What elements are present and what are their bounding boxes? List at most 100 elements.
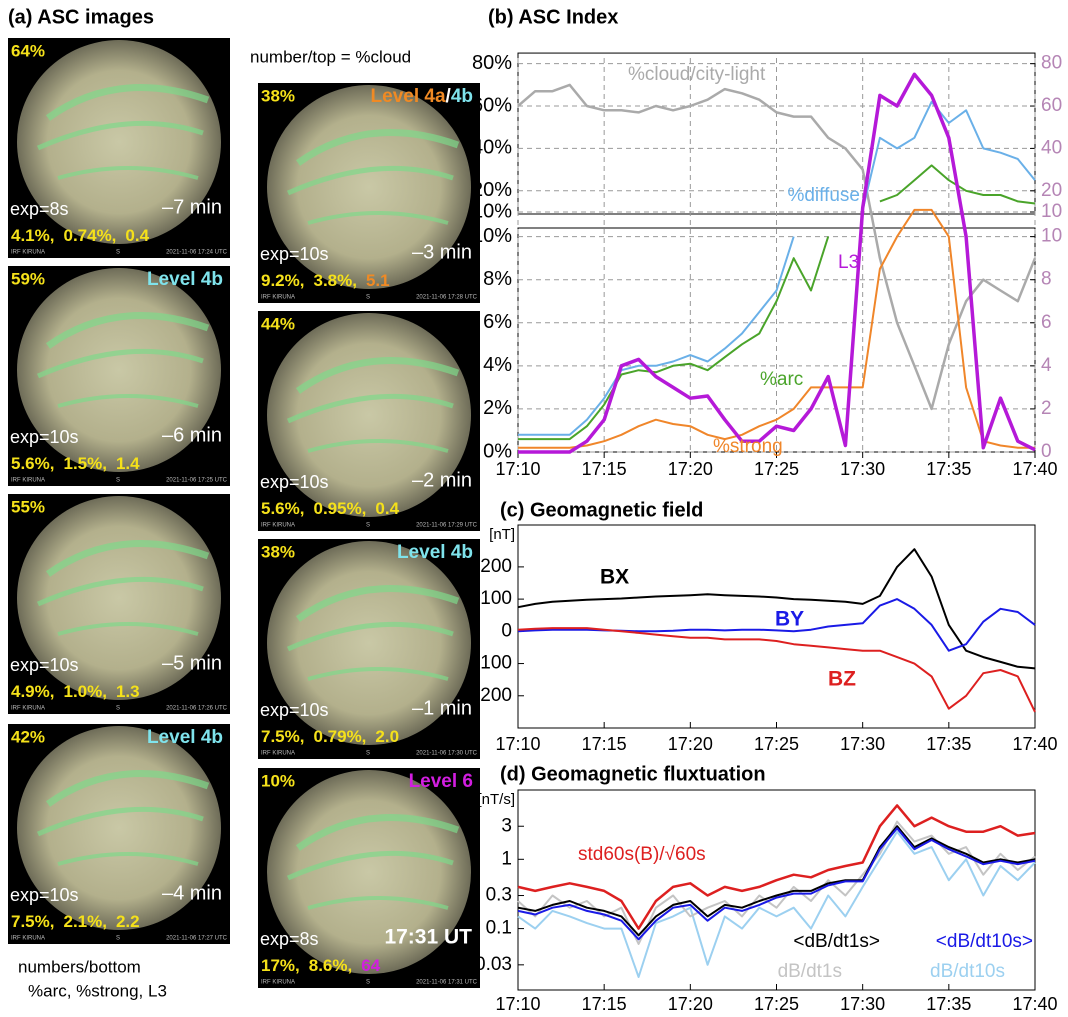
image-footer: 2021-11-06 17:24 UTC <box>166 250 228 256</box>
series-label: <dB/dt1s> <box>793 931 880 952</box>
image-footer: S <box>116 478 120 484</box>
cloud-percent: 55% <box>11 497 45 516</box>
aurora-arc <box>307 211 449 225</box>
y-tick-label: 20% <box>472 179 512 201</box>
cloud-percent: 59% <box>11 269 45 288</box>
image-footer: S <box>366 523 370 529</box>
exposure: exp=8s <box>10 199 69 219</box>
y-tick-label: 0 <box>501 620 512 641</box>
image-footer: IRF KIRUNA <box>11 936 45 942</box>
series-line <box>518 100 1036 436</box>
series-line <box>517 83 1037 411</box>
x-tick-label: 17:25 <box>754 734 799 754</box>
series-label: dB/dt1s <box>778 961 842 982</box>
y-tick-label: 0% <box>483 440 512 462</box>
aurora-arc <box>36 576 204 607</box>
y-tick-label: 60% <box>472 94 512 116</box>
aurora-arc <box>295 357 460 394</box>
exposure: exp=10s <box>260 472 329 492</box>
series-line <box>517 804 1036 930</box>
x-tick-label: 17:40 <box>1012 734 1057 754</box>
x-tick-label: 17:10 <box>495 994 540 1014</box>
x-tick-label: 17:40 <box>1012 994 1057 1014</box>
exposure: exp=10s <box>10 885 79 905</box>
bottom-numbers: 9.2%, 3.8%, 5.1 <box>261 271 390 290</box>
y-tick-label: 0.03 <box>475 954 512 975</box>
time-offset: –3 min <box>412 241 472 263</box>
bottom-number: 0.74%, <box>63 226 116 245</box>
bottom-number: 5.1 <box>366 271 390 290</box>
image-footer: S <box>116 250 120 256</box>
series-line <box>517 820 1036 945</box>
note: numbers/bottom <box>18 957 141 976</box>
exposure: exp=8s <box>260 929 319 949</box>
note: %arc, %strong, L3 <box>28 981 167 1000</box>
series-label: %cloud/city-light <box>628 64 766 85</box>
level-part: Level 4a <box>371 86 446 107</box>
cloud-percent: 38% <box>261 86 295 105</box>
bottom-number: 9.2%, <box>261 271 304 290</box>
bottom-numbers: 17%, 8.6%, 64 <box>261 956 381 975</box>
series-label: %arc <box>760 369 803 390</box>
image-footer: 2021-11-06 17:30 UTC <box>416 751 478 757</box>
bottom-number: 2.0 <box>375 727 399 746</box>
level-part: / <box>446 86 452 107</box>
image-footer: IRF KIRUNA <box>11 706 45 712</box>
aurora-arc <box>36 806 204 837</box>
y-tick-label: 4% <box>483 354 512 376</box>
bottom-number: 2.1%, <box>63 912 106 931</box>
bottom-number: 0.4 <box>125 226 149 245</box>
level-label: Level 4a/4b <box>371 86 473 107</box>
y2-tick-label: 2 <box>1041 398 1052 419</box>
series-label: dB/dt10s <box>930 961 1005 982</box>
y-tick-label: 10% <box>472 225 512 247</box>
series-label: %diffuse <box>787 185 860 206</box>
y2-tick-label: 60 <box>1041 95 1062 116</box>
series-label: BX <box>600 566 629 589</box>
time-offset: 17:31 UT <box>384 926 472 949</box>
bottom-number: 8.6%, <box>309 956 352 975</box>
y2-tick-label: 4 <box>1041 355 1052 376</box>
x-tick-label: 17:15 <box>582 459 627 479</box>
y-tick-label: -200 <box>474 685 512 706</box>
chart-title: (c) Geomagnetic field <box>500 499 703 521</box>
image-footer: S <box>366 980 370 986</box>
bottom-numbers: 4.9%, 1.0%, 1.3 <box>11 682 140 701</box>
aurora-arc <box>36 348 204 379</box>
asc-tile: 42% Level 4b exp=10s –4 min 7.5%, 2.1%, 2.2 IRF… <box>8 724 230 944</box>
bottom-number: 2.2 <box>116 912 140 931</box>
aurora-arc <box>57 852 199 866</box>
asc-tile: 64% exp=8s –7 min 4.1%, 0.74%, 0.4 IRF KIRUNA S… <box>8 38 230 258</box>
series-line <box>517 827 1036 941</box>
y-tick-label: 8% <box>483 268 512 290</box>
series-line <box>517 548 1036 670</box>
bottom-numbers: 7.5%, 0.79%, 2.0 <box>261 727 399 746</box>
series-line <box>518 72 1036 454</box>
level-part: Level 4b <box>397 542 473 563</box>
level-part: Level 4b <box>147 269 223 290</box>
image-footer: 2021-11-06 17:29 UTC <box>416 523 478 529</box>
time-offset: –2 min <box>412 469 472 491</box>
y-tick-label: -100 <box>474 653 512 674</box>
bottom-number: 1.0%, <box>63 682 106 701</box>
aurora-arc <box>307 667 449 681</box>
y2-tick-label: 20 <box>1041 180 1062 201</box>
x-tick-label: 17:15 <box>582 734 627 754</box>
image-footer: S <box>366 295 370 301</box>
x-tick-label: 17:35 <box>926 459 971 479</box>
image-footer: IRF KIRUNA <box>261 751 295 757</box>
aurora-arc <box>57 166 199 180</box>
image-footer: 2021-11-06 17:31 UTC <box>416 980 478 986</box>
image-footer: IRF KIRUNA <box>261 295 295 301</box>
x-tick-label: 17:10 <box>495 734 540 754</box>
x-tick-label: 17:25 <box>754 459 799 479</box>
series-label: BZ <box>828 668 856 691</box>
bottom-numbers: 7.5%, 2.1%, 2.2 <box>11 912 140 931</box>
x-tick-label: 17:35 <box>926 734 971 754</box>
time-offset: –4 min <box>162 882 222 904</box>
aurora-arc <box>295 585 460 622</box>
cloud-percent: 38% <box>261 542 295 561</box>
cloud-percent: 64% <box>11 41 45 60</box>
y2-tick-label: 10 <box>1041 226 1062 247</box>
image-footer: S <box>116 936 120 942</box>
